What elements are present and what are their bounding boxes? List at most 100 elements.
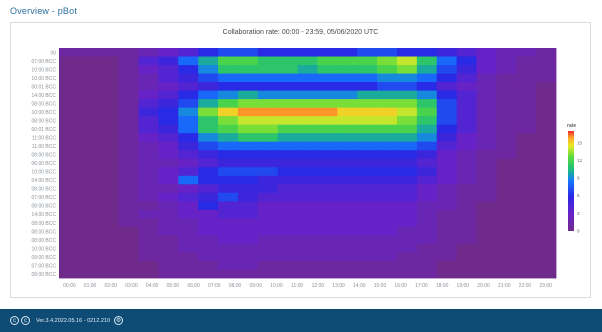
heatmap-cell[interactable] bbox=[317, 192, 338, 202]
heatmap-cell[interactable] bbox=[237, 218, 259, 228]
heatmap-cell[interactable] bbox=[317, 150, 338, 160]
heatmap-cell[interactable] bbox=[416, 65, 438, 74]
heatmap-cell[interactable] bbox=[237, 73, 259, 83]
heatmap-cell[interactable] bbox=[516, 107, 537, 117]
heatmap-cell[interactable] bbox=[297, 201, 318, 211]
heatmap-cell[interactable] bbox=[377, 218, 398, 228]
heatmap-cell[interactable] bbox=[218, 184, 239, 194]
heatmap-cell[interactable] bbox=[337, 243, 358, 253]
heatmap-cell[interactable] bbox=[118, 209, 139, 219]
heatmap-cell[interactable] bbox=[218, 243, 239, 253]
heatmap-cell[interactable] bbox=[78, 82, 100, 91]
heatmap-cell[interactable] bbox=[456, 167, 477, 177]
heatmap-cell[interactable] bbox=[357, 99, 378, 109]
heatmap-cell[interactable] bbox=[98, 82, 120, 91]
heatmap-cell[interactable] bbox=[78, 90, 100, 100]
heatmap-cell[interactable] bbox=[237, 141, 259, 151]
heatmap-cell[interactable] bbox=[98, 252, 120, 262]
heatmap-cell[interactable] bbox=[98, 150, 120, 160]
heatmap-cell[interactable] bbox=[476, 99, 497, 109]
heatmap-cell[interactable] bbox=[377, 124, 398, 134]
heatmap-cell[interactable] bbox=[277, 133, 298, 143]
heatmap-cell[interactable] bbox=[496, 235, 517, 245]
heatmap-cell[interactable] bbox=[456, 226, 477, 236]
heatmap-cell[interactable] bbox=[118, 235, 139, 245]
heatmap-cell[interactable] bbox=[436, 65, 457, 74]
heatmap-cell[interactable] bbox=[59, 209, 80, 219]
heatmap-cell[interactable] bbox=[218, 82, 239, 91]
heatmap-cell[interactable] bbox=[198, 90, 219, 100]
heatmap-cell[interactable] bbox=[138, 218, 159, 228]
heatmap-cell[interactable] bbox=[198, 48, 219, 57]
heatmap-cell[interactable] bbox=[456, 73, 477, 83]
heatmap-cell[interactable] bbox=[59, 73, 80, 83]
heatmap-cell[interactable] bbox=[357, 107, 378, 117]
heatmap-cell[interactable] bbox=[476, 48, 497, 57]
heatmap-cell[interactable] bbox=[277, 65, 298, 74]
heatmap-cell[interactable] bbox=[297, 150, 318, 160]
heatmap-cell[interactable] bbox=[357, 175, 378, 185]
heatmap-cell[interactable] bbox=[158, 133, 179, 143]
heatmap-cell[interactable] bbox=[317, 167, 338, 177]
heatmap-cell[interactable] bbox=[138, 73, 159, 83]
heatmap-cell[interactable] bbox=[78, 201, 100, 211]
heatmap-cell[interactable] bbox=[416, 184, 438, 194]
heatmap-chart[interactable]: 00 07:00 BCC 10:00 BCC 10:00 BCC 00:01 BCC 14… bbox=[11, 23, 592, 299]
heatmap-cell[interactable] bbox=[536, 252, 557, 262]
heatmap-cell[interactable] bbox=[59, 252, 80, 262]
heatmap-cell[interactable] bbox=[476, 65, 497, 74]
heatmap-cell[interactable] bbox=[257, 124, 279, 134]
heatmap-cell[interactable] bbox=[496, 252, 517, 262]
heatmap-cell[interactable] bbox=[118, 65, 139, 74]
heatmap-cell[interactable] bbox=[456, 269, 477, 279]
heatmap-cell[interactable] bbox=[357, 82, 378, 91]
heatmap-cell[interactable] bbox=[78, 184, 100, 194]
heatmap-cell[interactable] bbox=[118, 184, 139, 194]
heatmap-cell[interactable] bbox=[357, 218, 378, 228]
heatmap-cell[interactable] bbox=[396, 133, 418, 143]
heatmap-cell[interactable] bbox=[78, 48, 100, 57]
heatmap-cell[interactable] bbox=[59, 269, 80, 279]
heatmap-cell[interactable] bbox=[436, 209, 457, 219]
heatmap-cell[interactable] bbox=[237, 235, 259, 245]
heatmap-cell[interactable] bbox=[59, 167, 80, 177]
heatmap-cell[interactable] bbox=[416, 141, 438, 151]
heatmap-cell[interactable] bbox=[377, 226, 398, 236]
heatmap-cell[interactable] bbox=[138, 107, 159, 117]
heatmap-cell[interactable] bbox=[536, 175, 557, 185]
heatmap-cell[interactable] bbox=[257, 243, 279, 253]
heatmap-cell[interactable] bbox=[277, 82, 298, 91]
heatmap-cell[interactable] bbox=[436, 252, 457, 262]
heatmap-cell[interactable] bbox=[158, 48, 179, 57]
heatmap-cell[interactable] bbox=[78, 158, 100, 168]
heatmap-cell[interactable] bbox=[59, 226, 80, 236]
heatmap-cell[interactable] bbox=[257, 141, 279, 151]
heatmap-cell[interactable] bbox=[337, 56, 358, 66]
heatmap-cell[interactable] bbox=[178, 133, 199, 143]
heatmap-cell[interactable] bbox=[516, 82, 537, 91]
heatmap-cell[interactable] bbox=[496, 167, 517, 177]
heatmap-cell[interactable] bbox=[536, 141, 557, 151]
heatmap-cell[interactable] bbox=[456, 184, 477, 194]
heatmap-cell[interactable] bbox=[257, 218, 279, 228]
heatmap-cell[interactable] bbox=[396, 158, 418, 168]
cc-icon[interactable]: c bbox=[10, 316, 19, 325]
heatmap-cell[interactable] bbox=[357, 48, 378, 57]
heatmap-cell[interactable] bbox=[496, 141, 517, 151]
heatmap-cell[interactable] bbox=[317, 90, 338, 100]
heatmap-cell[interactable] bbox=[476, 243, 497, 253]
heatmap-cell[interactable] bbox=[277, 218, 298, 228]
heatmap-cell[interactable] bbox=[476, 167, 497, 177]
heatmap-cell[interactable] bbox=[357, 90, 378, 100]
heatmap-cell[interactable] bbox=[237, 192, 259, 202]
heatmap-cell[interactable] bbox=[78, 175, 100, 185]
heatmap-cell[interactable] bbox=[536, 124, 557, 134]
heatmap-cell[interactable] bbox=[496, 201, 517, 211]
heatmap-cell[interactable] bbox=[138, 99, 159, 109]
heatmap-cell[interactable] bbox=[158, 65, 179, 74]
heatmap-cell[interactable] bbox=[436, 260, 457, 270]
heatmap-cell[interactable] bbox=[59, 116, 80, 126]
heatmap-cell[interactable] bbox=[178, 99, 199, 109]
heatmap-cell[interactable] bbox=[396, 116, 418, 126]
heatmap-cell[interactable] bbox=[138, 260, 159, 270]
